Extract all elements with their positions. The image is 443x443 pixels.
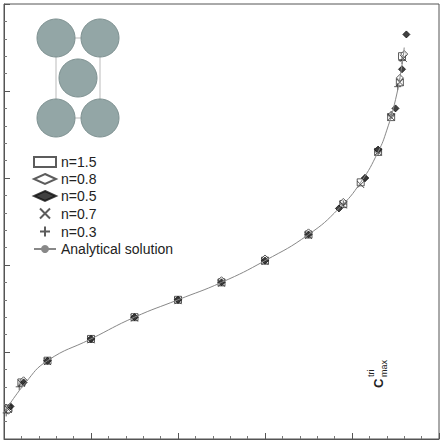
svg-text:n=0.8: n=0.8: [61, 171, 97, 187]
svg-text:n=1.5: n=1.5: [61, 154, 97, 170]
svg-text:Analytical solution: Analytical solution: [61, 241, 173, 257]
svg-text:n=0.7: n=0.7: [61, 206, 97, 222]
svg-text:n=0.3: n=0.3: [61, 224, 97, 240]
svg-text:n=0.5: n=0.5: [61, 188, 97, 204]
svg-text:max: max: [379, 359, 389, 377]
svg-text:C: C: [371, 378, 386, 388]
svg-text:tri: tri: [366, 370, 376, 378]
